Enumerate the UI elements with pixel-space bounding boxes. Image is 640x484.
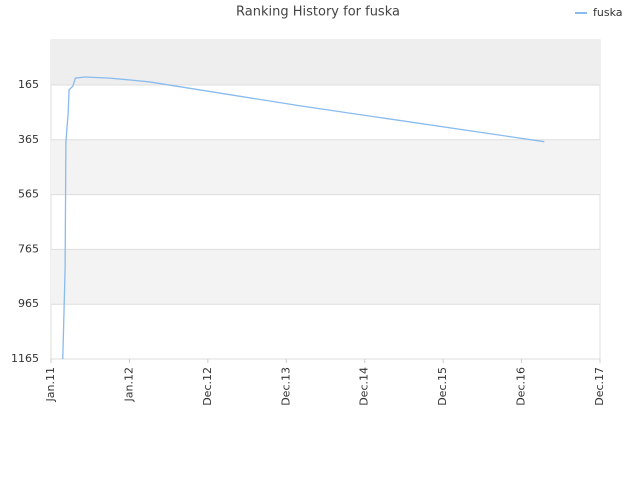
legend-label: fuska xyxy=(593,6,623,19)
series-line xyxy=(62,76,545,360)
grid-band xyxy=(51,249,600,305)
grid-band xyxy=(51,40,600,85)
x-tick-label: Dec.14 xyxy=(358,367,371,406)
y-tick-label: 365 xyxy=(18,133,39,146)
x-tick-label: Dec.17 xyxy=(593,367,606,406)
x-tick-label: Dec.16 xyxy=(515,367,528,406)
x-tick-label: Jan.11 xyxy=(44,367,57,402)
y-tick-label: 565 xyxy=(18,188,39,201)
x-tick-label: Dec.12 xyxy=(201,367,214,406)
x-tick-label: Dec.15 xyxy=(436,367,449,406)
x-tick-label: Jan.12 xyxy=(122,367,135,402)
y-tick-label: 165 xyxy=(18,78,39,91)
chart-title: Ranking History for fuska xyxy=(236,5,400,20)
grid-band xyxy=(51,139,600,195)
y-tick-label: 1165 xyxy=(11,352,39,365)
y-tick-label: 965 xyxy=(18,297,39,310)
y-tick-label: 765 xyxy=(18,242,39,255)
plot-area xyxy=(50,39,601,360)
x-tick-label: Dec.13 xyxy=(279,367,292,406)
